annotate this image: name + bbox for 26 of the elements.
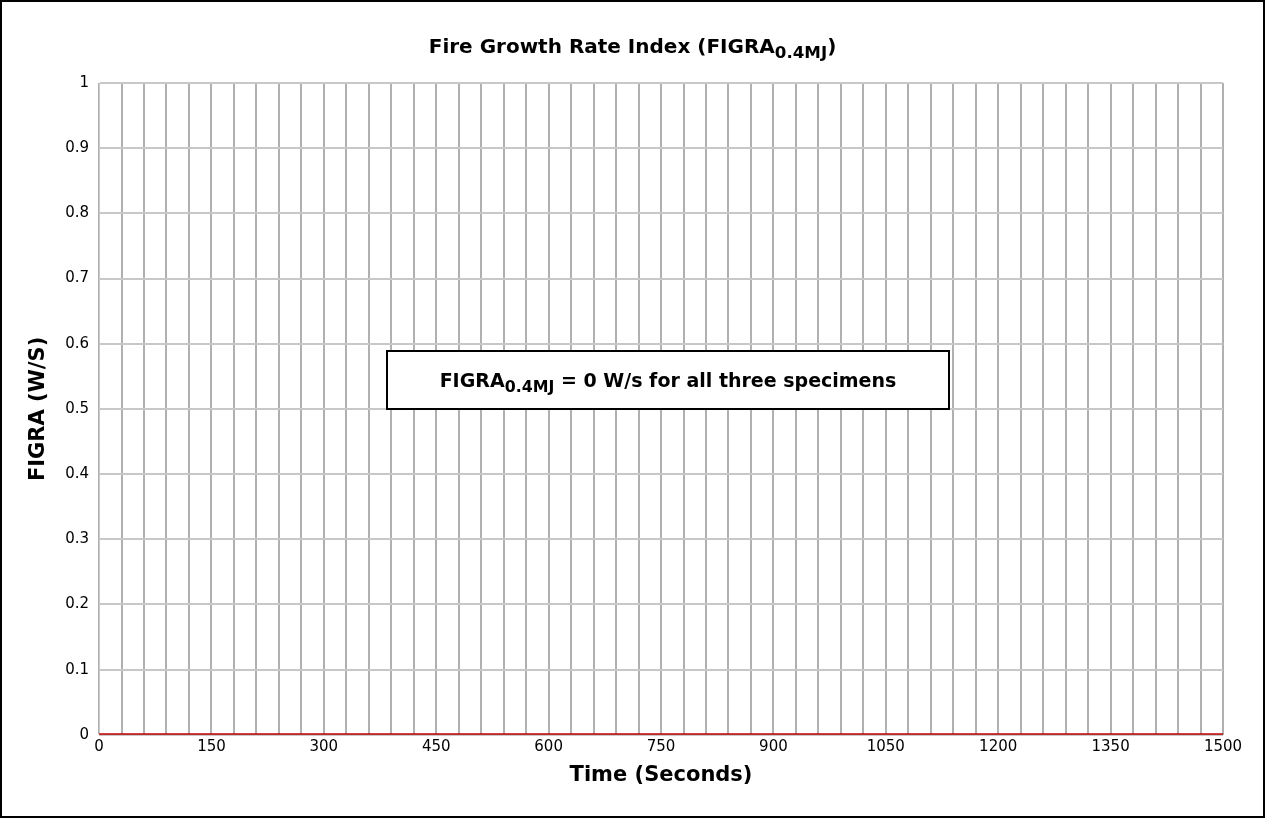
x-tick-label: 1200 (979, 736, 1018, 755)
y-tick-label: 0.3 (65, 529, 90, 548)
x-tick-label: 900 (759, 736, 788, 755)
y-tick-label: 0.6 (65, 333, 90, 352)
x-axis-title: Time (Seconds) (569, 761, 753, 786)
y-tick-label: 0.1 (65, 659, 90, 678)
x-tick-label: 1500 (1203, 736, 1243, 755)
y-tick-label: 1 (79, 72, 90, 91)
x-tick-label: 1350 (1091, 736, 1130, 755)
x-tick-label: 0 (94, 736, 104, 755)
text-box: FIGRA$_{0.4MJ}$ = 0 W/s for all three specimens (386, 350, 950, 410)
y-tick-label: 0.4 (65, 463, 90, 482)
y-tick-label: 0.5 (65, 398, 90, 417)
y-tick-label: 0.8 (65, 203, 90, 222)
x-tick-label: 750 (646, 736, 676, 755)
x-tick-label: 1050 (866, 736, 905, 755)
x-tick-label: 600 (534, 736, 563, 755)
y-tick-label: 0.7 (65, 268, 90, 287)
x-tick-label: 450 (421, 736, 451, 755)
y-axis-title: FIGRA (W/S) (25, 336, 50, 482)
y-tick-label: 0.9 (65, 138, 90, 157)
x-tick-label: 150 (197, 736, 226, 755)
y-tick-label: 0 (79, 724, 90, 743)
x-tick-label: 300 (309, 736, 339, 755)
chart-title: Fire Growth Rate Index (FIGRA$_{0.4MJ}$) (427, 34, 838, 62)
y-tick-label: 0.2 (65, 594, 90, 613)
